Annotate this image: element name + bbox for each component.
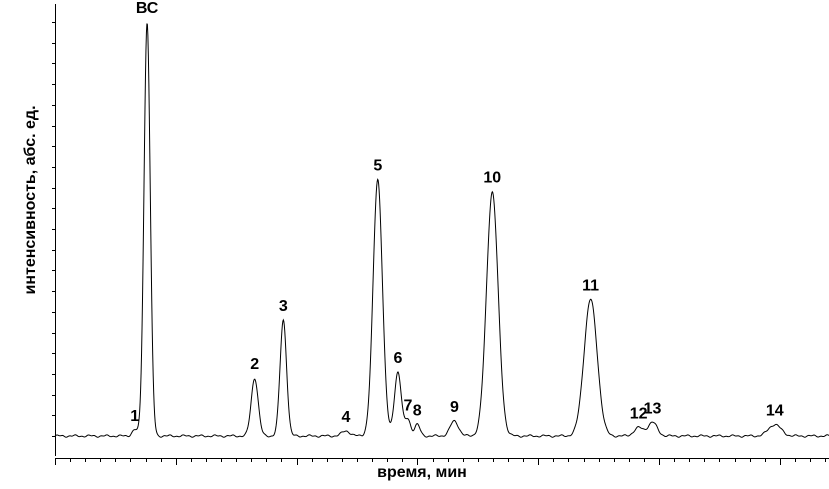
- peak-label: 6: [393, 350, 402, 367]
- peak-label: 4: [342, 409, 351, 426]
- chromatogram-trace: [54, 23, 829, 438]
- x-axis: [55, 458, 829, 465]
- peak-label: 1: [130, 408, 139, 425]
- x-axis-label: время, мин: [377, 464, 467, 481]
- peak-label: 3: [279, 298, 288, 315]
- peak-label: 5: [373, 157, 382, 174]
- peak-label: 10: [483, 170, 501, 187]
- peak-label: 11: [582, 277, 599, 294]
- peak-label: 7: [403, 397, 412, 414]
- peak-label: 2: [250, 356, 259, 373]
- y-axis-label: интенсивность, абс. ед.: [22, 105, 39, 294]
- peak-label: ВС: [136, 0, 159, 17]
- peak-label: 14: [766, 402, 784, 419]
- peak-label: 12: [630, 406, 648, 423]
- y-axis: [52, 4, 56, 456]
- peak-label: 8: [413, 402, 422, 419]
- peak-label: 13: [644, 400, 662, 417]
- peak-label: 9: [450, 399, 459, 416]
